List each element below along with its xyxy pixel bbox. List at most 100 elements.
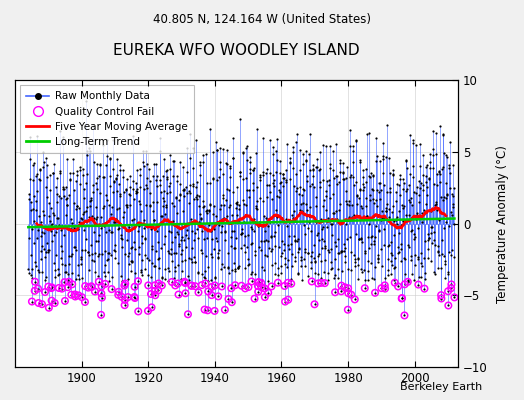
Point: [255, 279, 263, 286]
Point: [245, 187, 254, 193]
Point: [81, 246, 89, 253]
Point: [419, 211, 428, 217]
Point: [198, 282, 206, 288]
Point: [259, 135, 268, 142]
Point: [147, 274, 156, 280]
Point: [421, 238, 430, 244]
Point: [246, 159, 254, 165]
Point: [38, 301, 46, 307]
Point: [99, 250, 107, 257]
Point: [333, 250, 342, 256]
Point: [290, 232, 299, 239]
Point: [392, 189, 401, 195]
Point: [209, 148, 217, 155]
Point: [379, 182, 388, 188]
Point: [129, 196, 138, 202]
Point: [315, 148, 324, 155]
Point: [422, 172, 430, 179]
Point: [263, 181, 271, 188]
Point: [331, 289, 339, 296]
Point: [136, 201, 145, 207]
Point: [369, 200, 378, 206]
Point: [286, 155, 294, 162]
Point: [202, 253, 210, 260]
Point: [110, 219, 118, 225]
Point: [242, 175, 250, 181]
Point: [154, 256, 162, 262]
Point: [317, 280, 325, 286]
Point: [122, 202, 130, 209]
Point: [303, 225, 312, 231]
Point: [272, 157, 281, 164]
Point: [342, 220, 350, 227]
Point: [313, 164, 321, 170]
Point: [376, 196, 385, 203]
Point: [277, 263, 286, 269]
Point: [238, 230, 246, 236]
Point: [55, 193, 63, 200]
Point: [190, 254, 199, 260]
Point: [75, 205, 84, 211]
Point: [362, 166, 370, 172]
Point: [329, 166, 337, 173]
Point: [116, 235, 125, 241]
Point: [436, 170, 444, 177]
Point: [236, 116, 244, 122]
Point: [73, 203, 82, 210]
Point: [106, 183, 114, 189]
Point: [151, 292, 159, 298]
Point: [347, 248, 356, 255]
Point: [409, 140, 418, 146]
Point: [233, 201, 242, 207]
Point: [102, 229, 110, 235]
Point: [398, 295, 406, 301]
Point: [280, 283, 289, 289]
Point: [132, 188, 140, 194]
Point: [264, 290, 272, 296]
Point: [364, 276, 373, 283]
Point: [277, 179, 285, 185]
Point: [441, 275, 449, 282]
Point: [50, 300, 59, 306]
Point: [310, 301, 319, 308]
Point: [386, 188, 394, 195]
Point: [225, 187, 234, 194]
Point: [346, 172, 355, 178]
Point: [231, 268, 239, 274]
Point: [359, 215, 368, 221]
Point: [447, 281, 455, 288]
Point: [215, 158, 224, 165]
Point: [172, 172, 181, 179]
Point: [227, 285, 235, 292]
Point: [194, 203, 203, 209]
Point: [242, 142, 250, 149]
Point: [222, 197, 230, 203]
Point: [168, 279, 176, 285]
Point: [128, 217, 136, 223]
Point: [129, 133, 137, 139]
Point: [354, 255, 362, 261]
Point: [227, 243, 235, 249]
Point: [238, 226, 247, 232]
Point: [40, 254, 49, 260]
Point: [408, 174, 417, 180]
Point: [103, 153, 112, 160]
Point: [215, 174, 224, 180]
Point: [192, 137, 201, 143]
Point: [254, 279, 263, 285]
Point: [390, 264, 398, 271]
Point: [161, 211, 170, 218]
Point: [429, 152, 437, 158]
Point: [286, 158, 294, 165]
Point: [240, 218, 248, 225]
Point: [163, 167, 171, 173]
Point: [86, 148, 94, 154]
Point: [96, 214, 105, 220]
Point: [405, 197, 413, 203]
Point: [447, 212, 456, 218]
Point: [287, 280, 296, 287]
Point: [291, 258, 299, 264]
Point: [257, 280, 266, 286]
Point: [138, 240, 147, 246]
Point: [279, 175, 287, 182]
